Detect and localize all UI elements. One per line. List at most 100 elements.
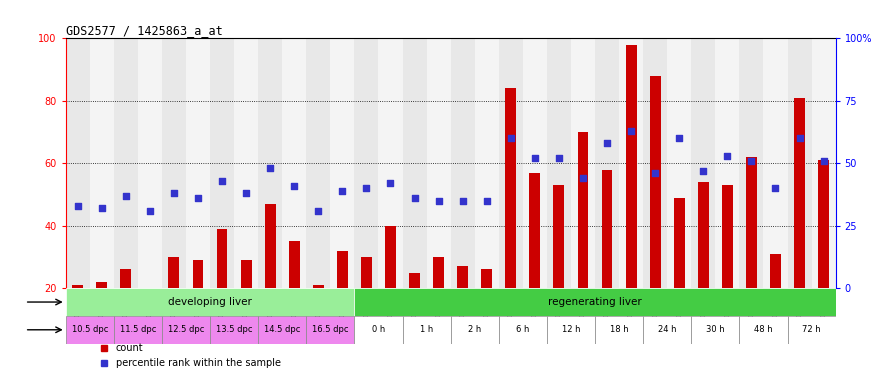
Bar	[361, 257, 372, 288]
Bar	[668, 38, 691, 288]
Point	[119, 193, 133, 199]
Bar	[385, 226, 396, 288]
Bar	[306, 38, 331, 288]
Bar	[788, 38, 812, 288]
Bar	[258, 316, 306, 344]
Bar	[313, 285, 324, 288]
Text: 30 h: 30 h	[706, 325, 724, 334]
Bar	[722, 185, 732, 288]
Bar	[451, 38, 475, 288]
Text: 10.5 dpc: 10.5 dpc	[72, 325, 108, 334]
Bar	[354, 316, 402, 344]
Point	[383, 180, 397, 186]
Bar	[282, 38, 306, 288]
Bar	[529, 173, 540, 288]
Bar	[96, 282, 107, 288]
Bar	[620, 38, 643, 288]
Point	[672, 135, 686, 141]
Bar	[643, 316, 691, 344]
Bar	[458, 266, 468, 288]
Point	[335, 188, 349, 194]
Point	[360, 185, 374, 191]
Point	[768, 185, 782, 191]
Bar	[427, 38, 451, 288]
Bar	[812, 38, 836, 288]
Text: 18 h: 18 h	[610, 325, 628, 334]
Point	[263, 165, 277, 171]
Bar	[763, 38, 788, 288]
Text: developing liver: developing liver	[168, 297, 252, 307]
Point	[600, 140, 614, 146]
Point	[167, 190, 181, 196]
Bar	[402, 38, 427, 288]
Text: 14.5 dpc: 14.5 dpc	[264, 325, 300, 334]
Text: 24 h: 24 h	[658, 325, 676, 334]
Bar	[499, 316, 547, 344]
Point	[480, 198, 494, 204]
Bar	[578, 132, 588, 288]
Bar	[698, 182, 709, 288]
Bar	[523, 38, 547, 288]
Bar	[186, 38, 210, 288]
Text: 2 h: 2 h	[468, 325, 481, 334]
Bar	[354, 288, 836, 316]
Bar	[306, 316, 354, 344]
Bar	[234, 38, 258, 288]
Bar	[746, 157, 757, 288]
Point	[793, 135, 807, 141]
Bar	[114, 316, 162, 344]
Bar	[402, 316, 451, 344]
Point	[408, 195, 422, 201]
Point	[552, 155, 566, 161]
Bar	[602, 169, 612, 288]
Bar	[410, 273, 420, 288]
Point	[504, 135, 518, 141]
Point	[696, 168, 710, 174]
Point	[215, 178, 229, 184]
Point	[745, 158, 759, 164]
Bar	[138, 38, 162, 288]
Bar	[691, 38, 716, 288]
Text: 13.5 dpc: 13.5 dpc	[216, 325, 252, 334]
Bar	[265, 204, 276, 288]
Bar	[571, 38, 595, 288]
Bar	[162, 38, 186, 288]
Bar	[331, 38, 354, 288]
Bar	[481, 270, 492, 288]
Point	[576, 175, 590, 181]
Point	[143, 208, 157, 214]
Bar	[210, 38, 235, 288]
Bar	[643, 38, 668, 288]
Bar	[506, 88, 516, 288]
Bar	[121, 270, 131, 288]
Bar	[770, 254, 780, 288]
Point	[239, 190, 253, 196]
Bar	[354, 38, 379, 288]
Text: GDS2577 / 1425863_a_at: GDS2577 / 1425863_a_at	[66, 24, 222, 37]
Text: 72 h: 72 h	[802, 325, 821, 334]
Bar	[554, 185, 564, 288]
Point	[816, 158, 830, 164]
Text: count: count	[116, 343, 144, 353]
Bar	[162, 316, 210, 344]
Text: percentile rank within the sample: percentile rank within the sample	[116, 358, 281, 367]
Point	[624, 128, 638, 134]
Bar	[626, 45, 636, 288]
Text: 16.5 dpc: 16.5 dpc	[312, 325, 348, 334]
Bar	[66, 38, 90, 288]
Bar	[650, 76, 661, 288]
Bar	[337, 251, 347, 288]
Point	[312, 208, 326, 214]
Bar	[379, 38, 402, 288]
Bar	[739, 38, 763, 288]
Point	[720, 153, 734, 159]
Bar	[241, 260, 251, 288]
Bar	[114, 38, 138, 288]
Point	[456, 198, 470, 204]
Bar	[66, 316, 114, 344]
Bar	[192, 260, 203, 288]
Bar	[691, 316, 739, 344]
Bar	[794, 98, 805, 288]
Bar	[451, 316, 499, 344]
Bar	[739, 316, 788, 344]
